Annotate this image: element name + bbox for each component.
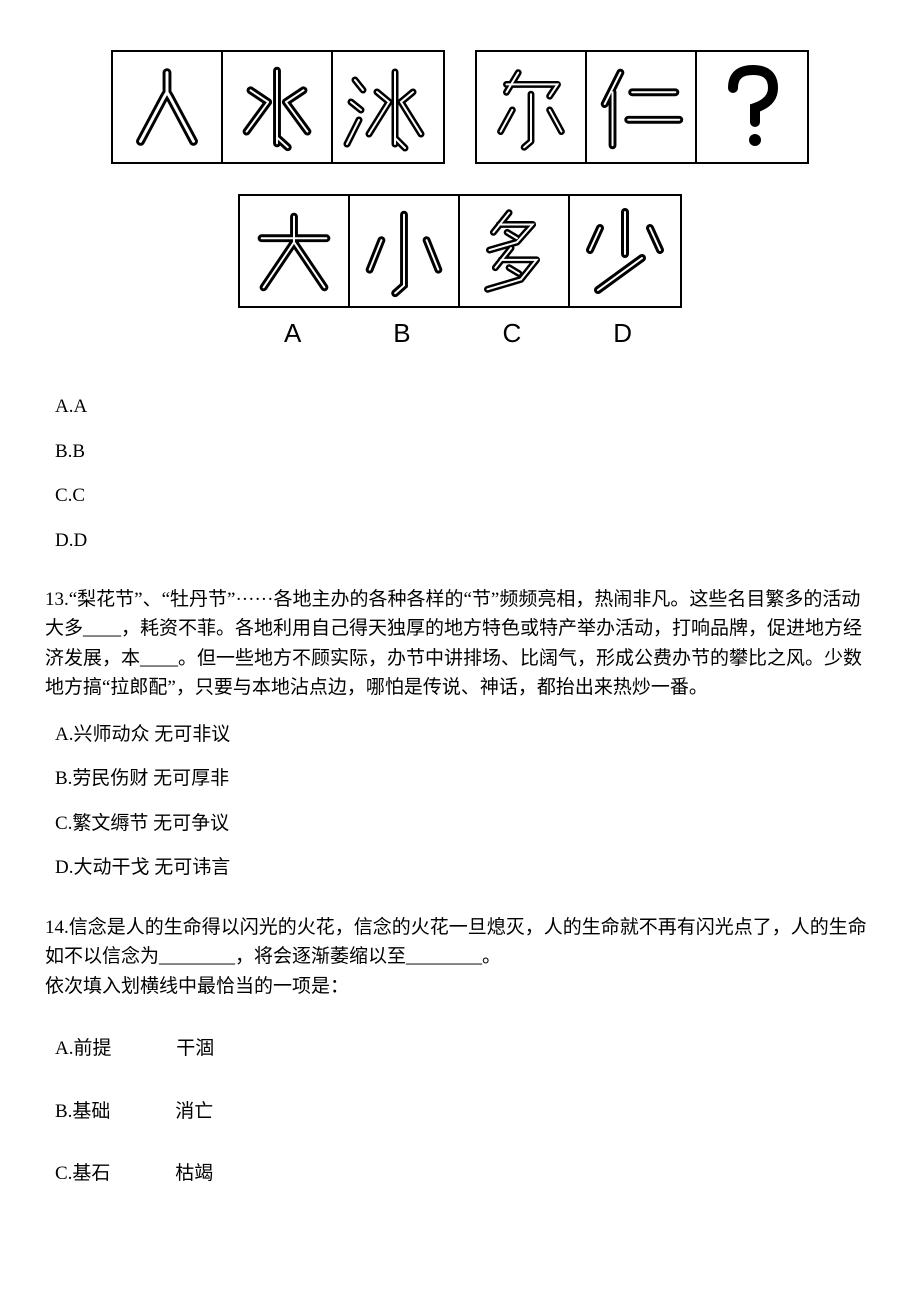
char-cell-mu bbox=[333, 52, 443, 162]
q14-text-line1: 信念是人的生命得以闪光的火花，信念的火花一旦熄灭，人的生命就不再有闪光点了，人的… bbox=[45, 917, 867, 967]
q14-option-c[interactable]: C.基石 枯竭 bbox=[55, 1160, 875, 1189]
char-cell-xiao bbox=[350, 196, 460, 306]
q12-option-a[interactable]: A.A bbox=[55, 393, 875, 422]
q13-block: 13.“梨花节”、“牡丹节”······各地主办的各种各样的“节”频频亮相，热闹… bbox=[45, 585, 875, 703]
char-cell-da bbox=[240, 196, 350, 306]
q14-option-a-label: A.前提 bbox=[55, 1038, 111, 1059]
q12-option-c[interactable]: C.C bbox=[55, 482, 875, 511]
char-cell-question bbox=[697, 52, 807, 162]
answer-labels-row: A B C D bbox=[238, 314, 678, 353]
char-cell-ren2 bbox=[587, 52, 697, 162]
q14-option-c-label: C.基石 bbox=[55, 1163, 110, 1184]
char-cell-ren bbox=[113, 52, 223, 162]
q14-text-line2: 依次填入划横线中最恰当的一项是： bbox=[45, 976, 349, 997]
q14-number: 14. bbox=[45, 917, 69, 938]
q14-option-a-col2: 干涸 bbox=[176, 1035, 214, 1064]
q14-options: A.前提 干涸 B.基础 消亡 C.基石 枯竭 bbox=[45, 1035, 875, 1189]
char-cell-duo bbox=[460, 196, 570, 306]
answer-label-d: D bbox=[613, 314, 632, 353]
char-cell-er bbox=[477, 52, 587, 162]
q14-option-a[interactable]: A.前提 干涸 bbox=[55, 1035, 875, 1064]
q14-option-c-col2: 枯竭 bbox=[175, 1160, 213, 1189]
q13-option-b[interactable]: B.劳民伤财 无可厚非 bbox=[55, 765, 875, 794]
answer-label-c: C bbox=[503, 314, 522, 353]
q13-options: A.兴师动众 无可非议 B.劳民伤财 无可厚非 C.繁文缛节 无可争议 D.大动… bbox=[45, 721, 875, 883]
q13-option-a[interactable]: A.兴师动众 无可非议 bbox=[55, 721, 875, 750]
figure-answer-row: A B C D bbox=[238, 194, 682, 353]
q14-option-b[interactable]: B.基础 消亡 bbox=[55, 1098, 875, 1127]
q12-options: A.A B.B C.C D.D bbox=[45, 393, 875, 555]
q14-option-b-label: B.基础 bbox=[55, 1101, 110, 1122]
figure-group-left bbox=[111, 50, 445, 164]
answer-label-b: B bbox=[393, 314, 410, 353]
figure-top-row bbox=[111, 50, 809, 164]
q12-option-d[interactable]: D.D bbox=[55, 527, 875, 556]
q13-number: 13. bbox=[45, 589, 69, 610]
q14-block: 14.信念是人的生命得以闪光的火花，信念的火花一旦熄灭，人的生命就不再有闪光点了… bbox=[45, 913, 875, 1001]
q13-option-c[interactable]: C.繁文缛节 无可争议 bbox=[55, 810, 875, 839]
question-figure: A B C D bbox=[45, 50, 875, 353]
figure-group-right bbox=[475, 50, 809, 164]
q12-option-b[interactable]: B.B bbox=[55, 438, 875, 467]
q14-option-b-col2: 消亡 bbox=[175, 1098, 213, 1127]
char-cell-shui bbox=[223, 52, 333, 162]
q13-text: “梨花节”、“牡丹节”······各地主办的各种各样的“节”频频亮相，热闹非凡。… bbox=[45, 589, 862, 698]
char-cell-shao bbox=[570, 196, 680, 306]
q13-option-d[interactable]: D.大动干戈 无可讳言 bbox=[55, 854, 875, 883]
answer-label-a: A bbox=[284, 314, 301, 353]
